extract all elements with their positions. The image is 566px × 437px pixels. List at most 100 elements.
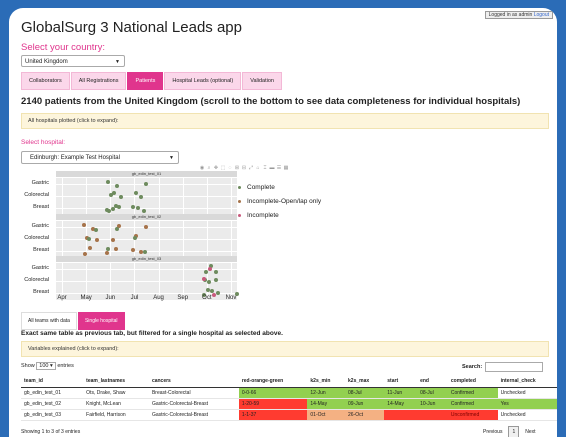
data-point[interactable] <box>135 206 140 210</box>
x-tick-label: Aug <box>153 295 164 301</box>
page-length-select[interactable]: 100 ▾ <box>36 362 56 370</box>
data-point[interactable] <box>142 249 147 254</box>
data-point[interactable] <box>113 203 118 208</box>
data-point[interactable] <box>105 246 110 251</box>
all-hospitals-expander[interactable]: All hospitals plotted (click to expand): <box>21 113 549 129</box>
column-header[interactable]: cancers <box>148 374 239 388</box>
data-point[interactable] <box>115 184 120 189</box>
previous-button[interactable]: Previous <box>483 429 503 435</box>
legend-item-complete[interactable]: Complete <box>238 184 321 191</box>
plotly-logo-icon[interactable]: ▦ <box>283 165 289 171</box>
zoom-in-icon[interactable]: ⊞ <box>234 165 240 171</box>
data-point[interactable] <box>130 247 135 252</box>
data-point[interactable] <box>81 222 86 227</box>
data-point[interactable] <box>134 234 139 239</box>
data-point[interactable] <box>130 204 135 209</box>
data-point[interactable] <box>109 193 114 198</box>
table-row[interactable]: gb_edin_test_03 Fairfield, Harrison Gastri… <box>21 409 557 421</box>
data-point[interactable] <box>204 270 209 275</box>
column-header[interactable]: team_lastnames <box>83 374 149 388</box>
zoom-icon[interactable]: ⌕ <box>207 165 211 171</box>
hover-closest-icon[interactable]: ▬ <box>269 165 275 171</box>
zoom-out-icon[interactable]: ⊟ <box>241 165 247 171</box>
column-header[interactable]: red-orange-green <box>238 374 308 388</box>
tab-validation[interactable]: Validation <box>242 72 282 90</box>
column-header[interactable]: team_id <box>21 374 84 388</box>
table-cell: 12-Jun <box>307 387 346 399</box>
tab-hospital-leads[interactable]: Hospital Leads (optional) <box>164 72 242 90</box>
data-point[interactable] <box>115 227 120 232</box>
data-point[interactable] <box>143 224 148 229</box>
tab-collaborators[interactable]: Collaborators <box>21 72 70 90</box>
column-header[interactable]: completed <box>447 374 498 388</box>
data-point[interactable] <box>84 236 89 241</box>
data-point[interactable] <box>206 288 211 293</box>
tab-all-teams[interactable]: All teams with data <box>21 312 77 330</box>
next-button[interactable]: Next <box>525 429 536 435</box>
data-point[interactable] <box>93 227 98 232</box>
column-header[interactable]: start <box>384 374 418 388</box>
data-point[interactable] <box>110 238 115 243</box>
tab-single-hospital[interactable]: Single hospital <box>77 312 125 330</box>
column-header[interactable]: k2s_max <box>345 374 385 388</box>
table-row[interactable]: gb_edin_test_02 Knight, McLean Gastric-Col… <box>21 398 557 410</box>
data-point[interactable] <box>210 288 215 293</box>
data-point[interactable] <box>214 269 219 274</box>
data-point[interactable] <box>208 267 213 271</box>
data-point[interactable] <box>134 191 139 196</box>
box-select-icon[interactable]: ⬚ <box>220 165 226 171</box>
data-point[interactable] <box>213 277 218 282</box>
data-point[interactable] <box>105 208 110 213</box>
data-point[interactable] <box>138 250 143 255</box>
data-point[interactable] <box>207 280 212 285</box>
data-point[interactable] <box>110 207 115 212</box>
data-point[interactable] <box>138 195 143 200</box>
data-point[interactable] <box>208 263 213 268</box>
lasso-icon[interactable]: ◌ <box>228 165 232 171</box>
hospital-select[interactable]: Edinburgh: Example Test Hospital ▼ <box>21 151 179 164</box>
legend-marker <box>238 214 241 217</box>
data-point[interactable] <box>91 227 96 232</box>
legend-item-incomplete[interactable]: Incomplete <box>238 212 321 219</box>
data-point[interactable] <box>107 209 112 214</box>
data-point[interactable] <box>113 246 118 251</box>
variables-expander[interactable]: Variables explained (click to expand): <box>21 341 549 357</box>
column-header[interactable]: end <box>417 374 448 388</box>
data-point[interactable] <box>87 237 92 241</box>
data-point[interactable] <box>133 236 138 241</box>
page-button[interactable]: 1 <box>508 426 520 437</box>
table-row[interactable]: gb_edin_test_01 Ots, Drake, Shaw Breast-Co… <box>21 387 557 399</box>
data-point[interactable] <box>112 190 117 195</box>
data-point[interactable] <box>83 252 88 257</box>
column-header[interactable]: internal_check <box>497 374 557 388</box>
data-point[interactable] <box>88 245 93 250</box>
spike-lines-icon[interactable]: ⌶ <box>263 165 267 171</box>
camera-icon[interactable]: ◉ <box>199 165 205 171</box>
data-point[interactable] <box>202 276 207 281</box>
data-point[interactable] <box>105 179 110 184</box>
data-point[interactable] <box>117 204 122 209</box>
logout-link[interactable]: Logout <box>533 12 549 18</box>
data-point[interactable] <box>94 237 99 242</box>
tab-all-registrations[interactable]: All Registrations <box>70 72 127 90</box>
hover-compare-icon[interactable]: ☰ <box>276 165 282 171</box>
table-info: Showing 1 to 3 of 3 entries <box>21 429 81 435</box>
data-point[interactable] <box>216 290 221 295</box>
data-point[interactable] <box>212 293 217 298</box>
data-point[interactable] <box>143 181 148 186</box>
data-point[interactable] <box>142 208 147 213</box>
autoscale-icon[interactable]: ⤢ <box>248 165 253 171</box>
data-point[interactable] <box>201 293 206 298</box>
home-icon[interactable]: ⌂ <box>256 165 260 171</box>
tab-patients[interactable]: Patients <box>127 72 164 90</box>
data-point[interactable] <box>117 223 122 228</box>
data-point[interactable] <box>105 251 110 256</box>
pan-icon[interactable]: ✥ <box>213 165 219 171</box>
legend-item-incomplete-open[interactable]: Incomplete-Open/lap only <box>238 198 321 205</box>
data-point[interactable] <box>235 292 240 297</box>
y-tick-label: Gastric <box>31 265 49 271</box>
column-header[interactable]: k2s_min <box>307 374 346 388</box>
country-select[interactable]: United Kingdom ▼ <box>21 55 125 67</box>
data-point[interactable] <box>118 194 123 199</box>
search-input[interactable] <box>485 362 544 372</box>
